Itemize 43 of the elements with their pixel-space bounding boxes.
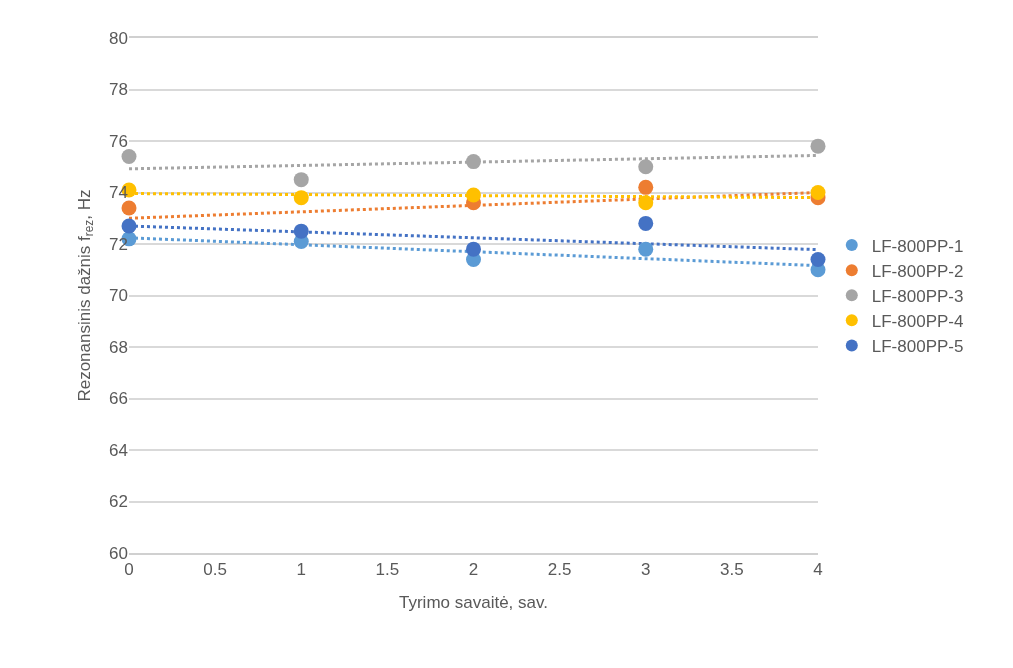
y-tick-label: 66: [109, 389, 128, 409]
y-tick-label: 70: [109, 286, 128, 306]
y-tick-label: 64: [109, 440, 128, 460]
point: [810, 251, 826, 267]
x-tick-label: 3: [641, 560, 651, 580]
point: [466, 187, 481, 203]
x-tick-label: 1: [296, 560, 306, 580]
y-tick-label: 76: [109, 131, 128, 151]
y-tick-label: 72: [109, 234, 128, 254]
point: [810, 185, 826, 200]
point: [293, 223, 309, 239]
legend-label: LF-800PP-4: [871, 311, 964, 331]
x-tick-label: 1.5: [375, 560, 400, 580]
point: [638, 195, 654, 211]
y-tick-label: 80: [109, 28, 128, 48]
point: [293, 172, 309, 188]
x-tick-label: 0.5: [203, 560, 227, 580]
legend-label: LF-800PP-1: [871, 236, 964, 256]
point: [121, 200, 137, 216]
point: [638, 179, 654, 195]
point: [466, 241, 481, 257]
legend-label: LF-800PP-3: [871, 286, 964, 306]
x-axis-title: Tyrimo savaitė, sav.: [399, 593, 548, 613]
y-tick-label: 78: [109, 80, 128, 100]
x-tick-label: 4: [813, 560, 823, 580]
point: [293, 190, 309, 206]
point: [638, 215, 654, 231]
point: [121, 218, 137, 234]
y-tick-label: 74: [109, 183, 128, 203]
y-tick-label: 60: [109, 543, 128, 563]
legend-label: LF-800PP-5: [871, 337, 964, 357]
point: [638, 159, 654, 175]
legend-label: LF-800PP-2: [871, 261, 964, 281]
point: [121, 148, 137, 164]
y-tick-label: 62: [109, 492, 128, 512]
y-tick-label: 68: [109, 337, 128, 357]
point: [638, 241, 654, 257]
x-tick-label: 2: [468, 560, 479, 580]
x-tick-label: 0: [124, 560, 134, 580]
x-tick-label: 2.5: [547, 560, 572, 580]
x-tick-label: 3.5: [720, 560, 744, 580]
point: [466, 154, 481, 170]
point: [810, 138, 826, 154]
